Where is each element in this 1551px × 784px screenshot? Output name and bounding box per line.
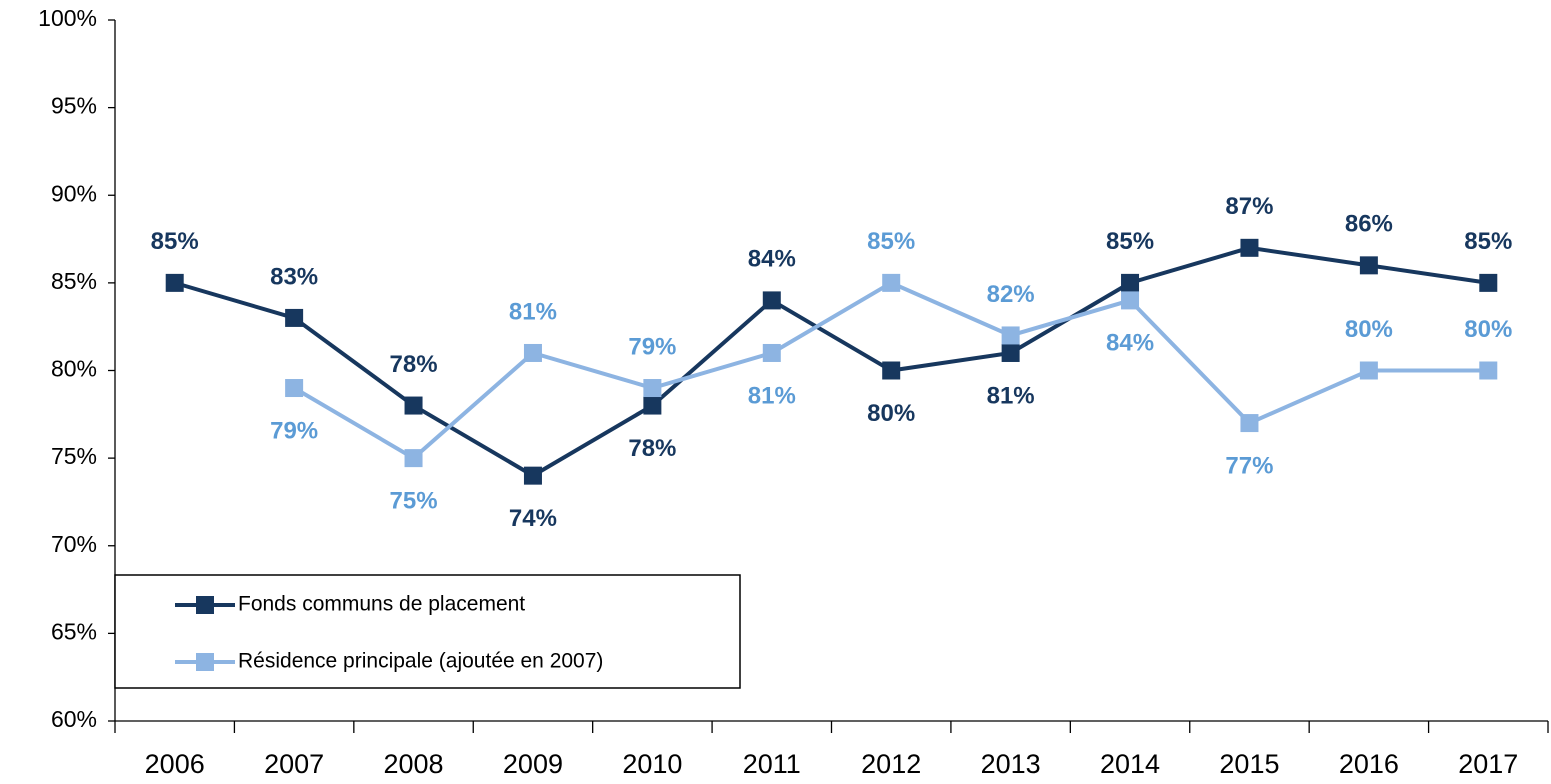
data-label: 79%: [270, 417, 318, 444]
marker: [643, 396, 662, 415]
data-label: 80%: [867, 400, 915, 427]
legend-marker: [196, 653, 214, 671]
data-label: 75%: [390, 487, 438, 514]
data-label: 74%: [509, 505, 557, 532]
data-label: 78%: [628, 435, 676, 462]
x-tick-label: 2006: [145, 749, 205, 779]
x-tick-label: 2013: [981, 749, 1041, 779]
marker: [1479, 361, 1498, 380]
marker: [762, 343, 781, 362]
marker: [643, 379, 662, 398]
marker: [762, 291, 781, 310]
marker: [882, 273, 901, 292]
legend-label: Fonds communs de placement: [238, 593, 525, 616]
data-label: 85%: [1106, 228, 1154, 255]
data-label: 85%: [1464, 228, 1512, 255]
marker: [1121, 291, 1140, 310]
data-label: 82%: [987, 281, 1035, 308]
marker: [1001, 326, 1020, 345]
marker: [1240, 238, 1259, 257]
marker: [1121, 273, 1140, 292]
y-tick-label: 100%: [38, 5, 97, 31]
y-tick-label: 95%: [51, 93, 97, 119]
legend-label: Résidence principale (ajoutée en 2007): [238, 650, 603, 673]
y-tick-label: 70%: [51, 531, 97, 557]
series-line: [174, 245, 1489, 478]
x-tick-label: 2016: [1339, 749, 1399, 779]
marker: [1359, 361, 1378, 380]
marker: [523, 343, 542, 362]
legend: Fonds communs de placement Résidence prin…: [114, 574, 741, 689]
data-label: 84%: [1106, 330, 1154, 357]
marker: [1240, 414, 1259, 433]
x-tick-label: 2009: [503, 749, 563, 779]
y-tick-label: 75%: [51, 443, 97, 469]
marker: [1001, 343, 1020, 362]
data-label: 87%: [1225, 193, 1273, 220]
y-tick-label: 90%: [51, 180, 97, 206]
marker: [285, 308, 304, 327]
marker: [523, 466, 542, 485]
marker: [1479, 273, 1498, 292]
data-label: 78%: [390, 351, 438, 378]
marker: [165, 273, 184, 292]
y-tick-label: 80%: [51, 356, 97, 382]
data-label: 80%: [1464, 316, 1512, 343]
x-tick-label: 2012: [861, 749, 921, 779]
data-label: 85%: [867, 228, 915, 255]
marker: [882, 361, 901, 380]
marker: [1359, 256, 1378, 275]
data-label: 79%: [628, 333, 676, 360]
x-tick-label: 2011: [743, 749, 801, 779]
data-label: 80%: [1345, 316, 1393, 343]
legend-box: [114, 574, 741, 689]
legend-marker: [196, 596, 214, 614]
marker: [285, 379, 304, 398]
x-tick-label: 2008: [384, 749, 444, 779]
x-tick-label: 2007: [264, 749, 324, 779]
data-label: 77%: [1225, 452, 1273, 479]
data-label: 84%: [748, 246, 796, 273]
data-label: 81%: [509, 298, 557, 325]
y-tick-label: 65%: [51, 618, 97, 644]
x-tick-label: 2010: [622, 749, 682, 779]
x-tick-label: 2017: [1458, 749, 1518, 779]
data-label: 86%: [1345, 211, 1393, 238]
data-label: 83%: [270, 263, 318, 290]
data-label: 81%: [748, 382, 796, 409]
x-tick-label: 2014: [1100, 749, 1160, 779]
marker: [404, 396, 423, 415]
marker: [404, 449, 423, 468]
y-tick-label: 85%: [51, 268, 97, 294]
data-label: 81%: [987, 382, 1035, 409]
data-label: 85%: [151, 228, 199, 255]
y-tick-label: 60%: [51, 706, 97, 732]
x-tick-label: 2015: [1219, 749, 1279, 779]
